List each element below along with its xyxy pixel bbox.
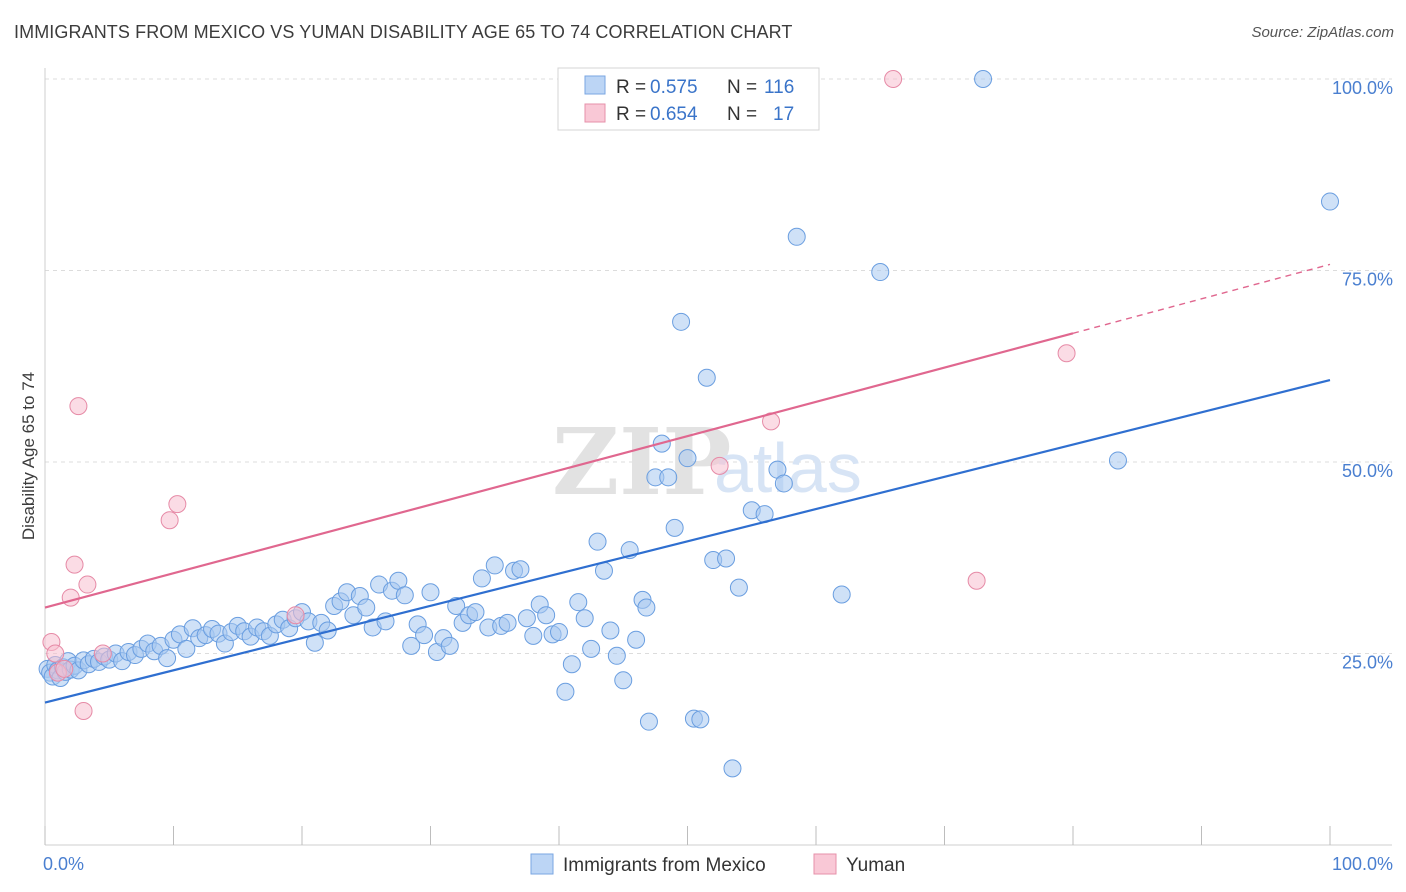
mexico-point-113: [717, 549, 736, 568]
mexico-point-96: [607, 646, 626, 665]
x-tick-label-0: 0.0%: [43, 854, 84, 874]
trend-line-yuman: [44, 332, 1074, 609]
yuman-point-5: [65, 555, 84, 574]
y-tick-label-1: 50.0%: [1342, 461, 1393, 481]
yuman-point-10: [160, 511, 179, 530]
mexico-point-91: [575, 609, 594, 628]
mexico-point-99: [627, 630, 646, 649]
yuman-point-16: [1057, 344, 1076, 363]
mexico-point-81: [511, 560, 530, 579]
trend-lines: [44, 263, 1331, 704]
mexico-point-107: [672, 312, 691, 331]
watermark: ZIP atlas: [552, 408, 862, 516]
mexico-point-93: [588, 532, 607, 551]
mexico-point-121: [832, 585, 851, 604]
mexico-point-124: [1108, 451, 1127, 470]
legend-n-label-1: N =: [727, 77, 757, 98]
legend-n-value-2: 17: [773, 104, 794, 125]
watermark-atlas: atlas: [714, 429, 862, 507]
chart-title: IMMIGRANTS FROM MEXICO VS YUMAN DISABILI…: [14, 22, 793, 42]
chart-source: Source: ZipAtlas.com: [1251, 24, 1394, 41]
legend-r-value-2: 0.654: [650, 104, 698, 125]
mexico-point-82: [517, 609, 536, 628]
y-tick-label-3: 100.0%: [1332, 78, 1393, 98]
mexico-point-66: [415, 626, 434, 645]
legend-r-value-1: 0.575: [650, 77, 698, 98]
tick-labels: 25.0% 50.0% 75.0% 100.0% 0.0% 100.0%: [43, 78, 1393, 874]
yuman-point-6: [69, 397, 88, 416]
mexico-point-114: [723, 759, 742, 778]
mexico-point-102: [639, 712, 658, 731]
yuman-point-17: [967, 571, 986, 590]
mexico-point-29: [177, 639, 196, 658]
mexico-point-75: [472, 569, 491, 588]
mexico-point-85: [537, 606, 556, 625]
mexico-point-123: [974, 70, 993, 88]
mexico-point-97: [614, 671, 633, 690]
legend-r-label-1: R =: [616, 77, 646, 98]
mexico-point-108: [678, 449, 697, 468]
mexico-point-119: [774, 474, 793, 493]
mexico-point-87: [550, 623, 568, 642]
mexico-point-95: [601, 621, 620, 640]
x-tick-label-1: 100.0%: [1332, 854, 1393, 874]
legend-swatch-mexico: [584, 75, 606, 95]
bottom-legend-swatch-yuman: [813, 853, 837, 875]
mexico-point-71: [447, 597, 466, 616]
mexico-point-92: [582, 639, 601, 658]
mexico-point-122: [871, 263, 890, 282]
mexico-point-120: [787, 227, 806, 246]
mexico-point-110: [691, 710, 710, 729]
yuman-point-8: [78, 575, 97, 594]
yuman-point-3: [55, 659, 74, 678]
mexico-point-64: [402, 636, 421, 655]
mexico-point-115: [729, 578, 748, 597]
yuman-point-4: [61, 588, 80, 607]
mexico-point-105: [659, 468, 678, 487]
mexico-point-101: [637, 598, 656, 617]
y-tick-label-2: 75.0%: [1342, 270, 1393, 290]
yuman-point-7: [74, 701, 93, 720]
series-yuman-points: [42, 70, 1076, 720]
yuman-point-1: [46, 644, 65, 663]
mexico-point-83: [524, 626, 543, 645]
mexico-point-67: [421, 583, 440, 602]
bottom-legend: Immigrants from Mexico Yuman: [530, 853, 905, 876]
mexico-point-63: [395, 586, 414, 605]
legend-r-label-2: R =: [616, 104, 646, 125]
mexico-point-77: [485, 556, 504, 575]
yuman-point-12: [286, 606, 305, 625]
mexico-point-79: [498, 613, 517, 632]
bottom-legend-swatch-mexico: [530, 853, 554, 875]
watermark-zip: ZIP: [552, 408, 731, 516]
trend-line-mexico: [44, 378, 1331, 704]
yuman-point-13: [710, 456, 729, 475]
trend-line-yuman-extension: [1072, 263, 1331, 334]
mexico-point-26: [158, 649, 177, 668]
y-tick-label-0: 25.0%: [1342, 653, 1393, 673]
legend-n-value-1: 116: [764, 77, 794, 98]
mexico-point-125: [1321, 192, 1339, 211]
mexico-point-57: [357, 598, 376, 617]
mexico-point-90: [569, 593, 588, 612]
legend-swatch-yuman: [584, 103, 606, 123]
bottom-legend-label-yuman: Yuman: [846, 855, 905, 876]
grid-lines: [45, 78, 1392, 654]
legend: R = 0.575 N = 116 R = 0.654 N = 17: [557, 67, 820, 131]
yuman-point-11: [168, 495, 187, 514]
mexico-point-106: [665, 518, 684, 537]
yuman-point-15: [884, 70, 903, 88]
yuman-point-9: [93, 644, 112, 663]
bottom-legend-label-mexico: Immigrants from Mexico: [563, 855, 766, 876]
series-mexico-points: [38, 70, 1339, 778]
mexico-point-89: [562, 655, 581, 674]
axes: [44, 68, 1392, 846]
y-axis-label: Disability Age 65 to 74: [19, 372, 38, 540]
mexico-point-111: [697, 368, 716, 387]
mexico-point-88: [556, 682, 575, 701]
mexico-point-70: [440, 636, 459, 655]
mexico-point-74: [466, 603, 485, 622]
legend-n-label-2: N =: [727, 104, 757, 125]
